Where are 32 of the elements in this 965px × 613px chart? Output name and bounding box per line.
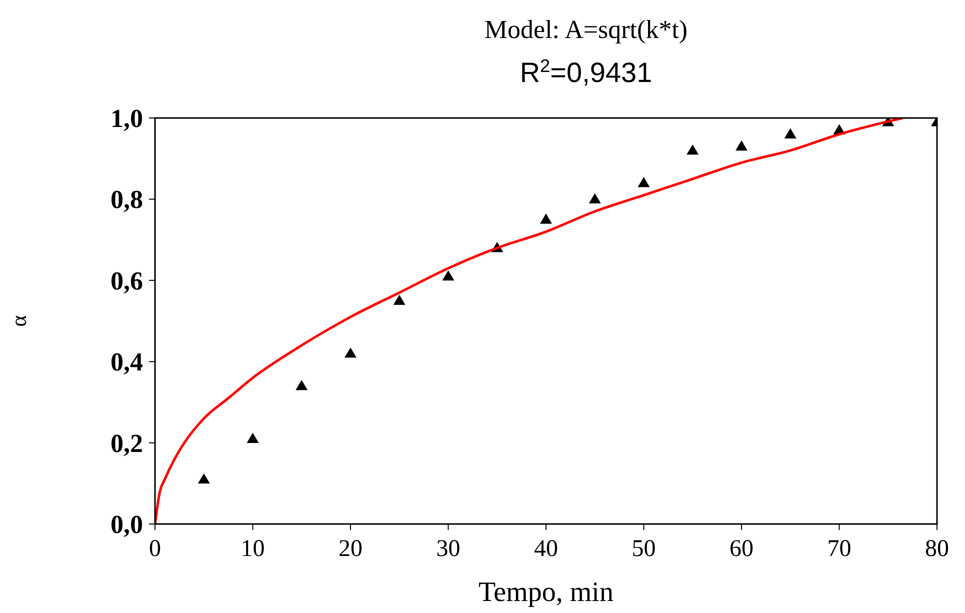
chart-subtitle: R$^{2}$=0,9431 <box>520 56 652 88</box>
point <box>344 347 356 358</box>
point <box>246 432 259 443</box>
point <box>686 144 699 155</box>
point <box>198 473 210 484</box>
point <box>393 294 406 305</box>
point <box>540 214 552 224</box>
x-tick-label: 70 <box>827 536 852 562</box>
y-tick-label: 0,4 <box>110 348 143 377</box>
point <box>784 128 796 138</box>
x-tick-label: 50 <box>632 536 656 562</box>
x-axis-title: Tempo, min <box>478 577 614 608</box>
y-tick-label: 0,6 <box>110 266 143 296</box>
point <box>588 193 601 204</box>
y-tick-label: 0,8 <box>110 185 143 214</box>
point <box>736 140 748 151</box>
chart-title: Model: A=sqrt(k*t) <box>484 15 688 44</box>
x-tick-label: 0 <box>149 536 161 562</box>
x-tick-label: 30 <box>436 536 460 562</box>
point <box>442 270 454 281</box>
x-tick-label: 10 <box>240 536 265 562</box>
y-axis-title: α <box>6 314 31 327</box>
x-tick-label: 40 <box>534 536 558 562</box>
x-tick-label: 60 <box>730 536 754 562</box>
point <box>638 176 650 188</box>
y-tick-label: 0,2 <box>110 428 143 458</box>
y-tick-label: 0,0 <box>110 510 143 539</box>
line-series <box>155 118 904 524</box>
x-tick-label: 80 <box>925 536 949 562</box>
y-tick-label: 1,0 <box>110 104 143 133</box>
x-tick-label: 20 <box>338 536 362 562</box>
point <box>296 380 308 390</box>
